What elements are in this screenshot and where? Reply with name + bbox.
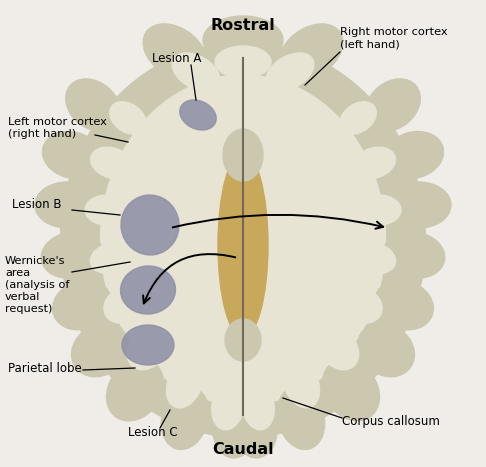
Ellipse shape [365, 79, 420, 131]
Ellipse shape [101, 75, 385, 405]
Ellipse shape [35, 182, 99, 228]
Ellipse shape [161, 387, 208, 449]
Ellipse shape [121, 266, 175, 314]
Ellipse shape [323, 359, 380, 421]
Ellipse shape [357, 195, 401, 225]
Ellipse shape [90, 242, 134, 274]
Text: Left motor cortex
(right hand): Left motor cortex (right hand) [8, 117, 107, 139]
Ellipse shape [212, 382, 244, 430]
Ellipse shape [66, 79, 121, 131]
Ellipse shape [42, 132, 102, 178]
Text: Lesion C: Lesion C [128, 425, 177, 439]
Ellipse shape [90, 147, 134, 179]
Ellipse shape [352, 242, 396, 274]
Ellipse shape [85, 195, 129, 225]
Ellipse shape [358, 323, 415, 377]
Ellipse shape [282, 358, 319, 408]
Ellipse shape [233, 398, 277, 458]
Text: Wernicke's
area
(analysis of
verbal
request): Wernicke's area (analysis of verbal requ… [5, 256, 69, 314]
Ellipse shape [278, 387, 325, 449]
Ellipse shape [203, 16, 283, 64]
Ellipse shape [218, 153, 268, 338]
Ellipse shape [340, 102, 376, 134]
Ellipse shape [172, 53, 220, 91]
Ellipse shape [225, 319, 261, 361]
Ellipse shape [121, 195, 179, 255]
Ellipse shape [180, 100, 216, 130]
Ellipse shape [41, 232, 103, 278]
Ellipse shape [213, 398, 257, 458]
Text: Corpus callosum: Corpus callosum [342, 416, 440, 429]
Ellipse shape [143, 24, 207, 80]
Ellipse shape [110, 102, 146, 134]
Text: Rostral: Rostral [210, 17, 276, 33]
Ellipse shape [60, 42, 426, 438]
Ellipse shape [342, 287, 382, 323]
Ellipse shape [384, 132, 444, 178]
Ellipse shape [242, 382, 274, 430]
Ellipse shape [266, 53, 314, 91]
Ellipse shape [223, 129, 263, 181]
Ellipse shape [127, 326, 169, 370]
Ellipse shape [387, 182, 451, 228]
Ellipse shape [71, 323, 128, 377]
Ellipse shape [52, 280, 111, 330]
Ellipse shape [352, 147, 396, 179]
Text: Caudal: Caudal [212, 443, 274, 458]
Text: Lesion A: Lesion A [152, 51, 201, 64]
Ellipse shape [104, 287, 144, 323]
Ellipse shape [106, 359, 163, 421]
Ellipse shape [215, 46, 271, 78]
Ellipse shape [375, 280, 434, 330]
Text: Right motor cortex
(left hand): Right motor cortex (left hand) [340, 27, 448, 49]
Ellipse shape [122, 325, 174, 365]
Text: Parietal lobe: Parietal lobe [8, 361, 82, 375]
Ellipse shape [383, 232, 445, 278]
Ellipse shape [279, 24, 343, 80]
Text: Lesion B: Lesion B [12, 198, 62, 212]
Ellipse shape [167, 358, 204, 408]
Ellipse shape [317, 326, 359, 370]
